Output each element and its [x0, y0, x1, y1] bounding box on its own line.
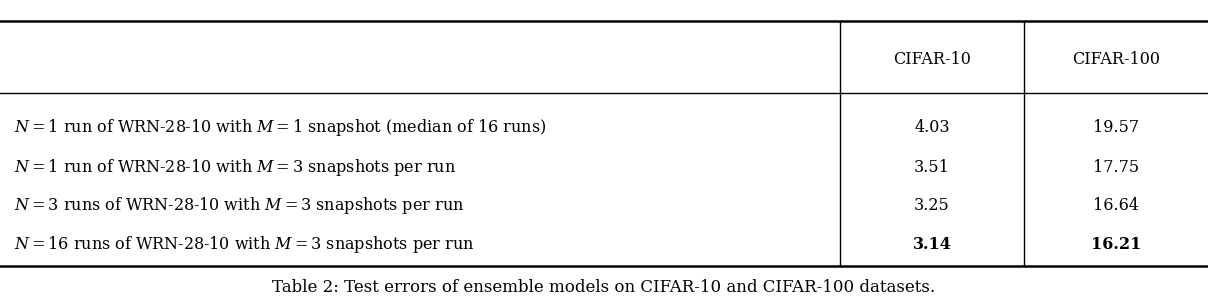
Text: $N = 3$ runs of WRN-28-10 with $M = 3$ snapshots per run: $N = 3$ runs of WRN-28-10 with $M = 3$ s…: [14, 195, 465, 216]
Text: 3.51: 3.51: [914, 159, 949, 176]
Text: $N = 1$ run of WRN-28-10 with $M = 3$ snapshots per run: $N = 1$ run of WRN-28-10 with $M = 3$ sn…: [14, 157, 457, 178]
Text: 17.75: 17.75: [1093, 159, 1139, 176]
Text: Table 2: Test errors of ensemble models on CIFAR-10 and CIFAR-100 datasets.: Table 2: Test errors of ensemble models …: [273, 279, 935, 296]
Text: CIFAR-10: CIFAR-10: [893, 51, 971, 68]
Text: $N = 1$ run of WRN-28-10 with $M = 1$ snapshot (median of 16 runs): $N = 1$ run of WRN-28-10 with $M = 1$ sn…: [14, 117, 547, 138]
Text: CIFAR-100: CIFAR-100: [1073, 51, 1160, 68]
Text: 16.64: 16.64: [1093, 197, 1139, 214]
Text: 19.57: 19.57: [1093, 119, 1139, 136]
Text: $N = 16$ runs of WRN-28-10 with $M = 3$ snapshots per run: $N = 16$ runs of WRN-28-10 with $M = 3$ …: [14, 234, 475, 255]
Text: 16.21: 16.21: [1091, 236, 1142, 253]
Text: 3.14: 3.14: [912, 236, 952, 253]
Text: 4.03: 4.03: [914, 119, 949, 136]
Text: 3.25: 3.25: [914, 197, 949, 214]
